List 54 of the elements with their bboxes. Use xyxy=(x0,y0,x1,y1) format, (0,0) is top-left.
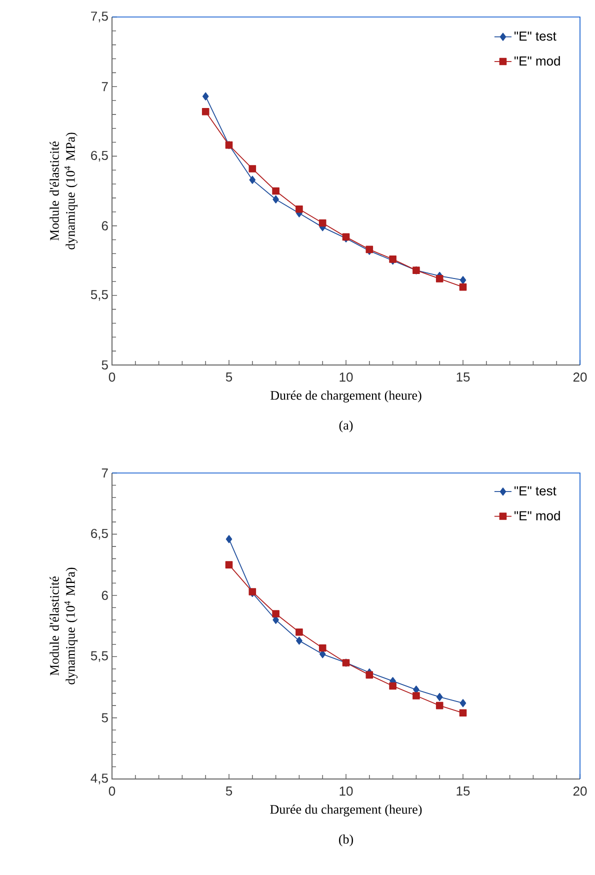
point xyxy=(460,699,466,708)
legend-label: "E" test xyxy=(514,486,556,496)
point xyxy=(459,709,467,717)
point xyxy=(296,205,303,213)
point xyxy=(296,628,303,636)
x-tick-label: 15 xyxy=(456,786,470,796)
y-tick-label: 5,5 xyxy=(90,290,108,301)
point xyxy=(366,671,374,679)
point xyxy=(436,702,444,710)
y-tick-label: 5,5 xyxy=(90,651,108,662)
legend-label: "E" mod xyxy=(514,510,560,520)
x-tick-label: 20 xyxy=(573,372,587,382)
y-tick-label: 7,5 xyxy=(91,12,108,22)
point xyxy=(202,108,210,116)
text: (a) xyxy=(339,420,353,432)
legend-label: "E" mod xyxy=(514,56,560,66)
point xyxy=(436,275,444,282)
point xyxy=(296,636,302,645)
x-axis-title: Durée du chargement (heure) xyxy=(270,804,422,816)
text: (b) xyxy=(338,834,354,846)
x-tick-label: 20 xyxy=(573,786,587,796)
point xyxy=(226,535,232,544)
point xyxy=(272,187,280,195)
y-tick-label: 6 xyxy=(102,590,108,600)
point xyxy=(436,692,443,702)
x-tick-label: 0 xyxy=(108,372,116,382)
x-tick-label: 5 xyxy=(226,786,232,796)
y-tick-label: 7 xyxy=(102,82,108,92)
y-tick-label: 5 xyxy=(102,713,108,722)
y-tick-label: 6 xyxy=(102,221,108,230)
point xyxy=(318,644,326,652)
point xyxy=(459,283,467,291)
x-tick-label: 0 xyxy=(108,786,116,796)
x-tick-label: 15 xyxy=(456,372,470,382)
x-tick-label: 5 xyxy=(226,372,232,382)
legend-label: "E" test xyxy=(514,32,556,41)
point xyxy=(389,682,396,690)
x-tick-label: 10 xyxy=(340,786,353,796)
point xyxy=(460,276,466,284)
y-tick-label: 5 xyxy=(102,360,108,370)
point xyxy=(248,165,256,172)
point xyxy=(272,195,279,204)
point xyxy=(272,610,280,618)
y-tick-label: 4,5 xyxy=(90,774,108,784)
y-tick-label: 6,5 xyxy=(91,150,108,162)
y-tick-label: 6,5 xyxy=(91,528,108,540)
point xyxy=(249,176,256,184)
x-axis-title: Durée de chargement (heure) xyxy=(270,390,422,402)
point xyxy=(202,92,209,100)
x-tick-label: 10 xyxy=(340,372,353,382)
point xyxy=(318,219,326,227)
point xyxy=(412,692,420,700)
y-tick-label: 7 xyxy=(102,468,108,478)
point xyxy=(225,561,233,568)
